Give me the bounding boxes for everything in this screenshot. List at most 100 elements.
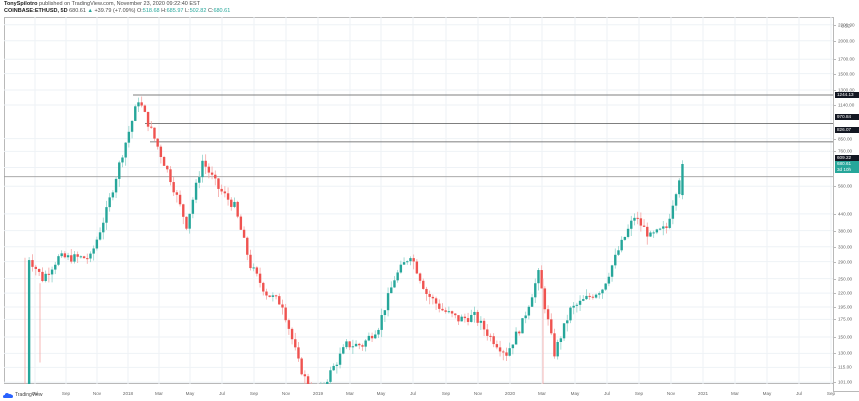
price-axis-tick xyxy=(834,261,836,263)
time-axis-label: 2018 xyxy=(122,391,134,396)
price-axis-label: 850.00 xyxy=(838,136,853,142)
close-value: 680.61 xyxy=(213,8,231,14)
tradingview-cloud-icon xyxy=(3,393,13,398)
symbol-line: COINBASE:ETHUSD, 5D 680.61 ▲ +39.79 (+7.… xyxy=(4,8,230,15)
time-axis-label: May xyxy=(570,391,580,396)
time-axis-label: May xyxy=(185,391,195,396)
price-axis-tick xyxy=(834,382,836,384)
price-axis-tick xyxy=(834,293,836,295)
time-axis-label: May xyxy=(376,391,386,396)
high-value: 685.97 xyxy=(166,8,184,14)
time-axis-label: Sep xyxy=(634,391,644,396)
author-name[interactable]: TonySpilotro xyxy=(4,1,38,7)
price-axis-label: 2300.00 xyxy=(838,22,855,28)
price-axis-tick xyxy=(834,40,836,42)
price-axis-label: 760.00 xyxy=(838,148,853,154)
time-axis-label: 2019 xyxy=(312,391,324,396)
price-axis-tick xyxy=(834,319,836,321)
price-axis-label: 1140.00 xyxy=(838,102,855,108)
time-axis-label: Nov xyxy=(281,391,291,396)
currency-label[interactable]: USD xyxy=(841,23,851,29)
time-axis-label: 2021 xyxy=(697,391,709,396)
open-value: 518.68 xyxy=(142,8,160,14)
price-axis[interactable]: 2300.00 2000.00 1700.00 1500.00 1300.00 1140.… xyxy=(833,17,859,385)
level-price-tag: 970.84 xyxy=(835,114,859,120)
time-axis-label: Sep xyxy=(441,391,451,396)
price-axis-tick xyxy=(834,246,836,248)
price-axis-label: 101.00 xyxy=(838,379,853,385)
time-axis-label: Mar xyxy=(346,391,354,396)
level-price-tag: 1244.13 xyxy=(835,92,859,98)
price-axis-label: 380.00 xyxy=(838,228,853,234)
price-axis-label: 330.00 xyxy=(838,244,853,250)
price-axis-tick xyxy=(834,89,836,91)
price-axis-tick xyxy=(834,336,836,338)
price-axis-tick xyxy=(834,213,836,215)
tradingview-logo-text: TradingView xyxy=(15,392,43,398)
price-axis-label: 290.00 xyxy=(838,259,853,265)
time-axis-label: Jul xyxy=(604,391,610,396)
price-axis-tick xyxy=(834,138,836,140)
candlestick-plot[interactable] xyxy=(4,17,833,384)
time-axis-label: Nov xyxy=(473,391,483,396)
price-change: +39.79 (+7.09%) xyxy=(94,8,136,14)
open-label: O: xyxy=(136,8,143,14)
level-price-tag: 826.07 xyxy=(835,127,859,133)
price-axis-label: 250.00 xyxy=(838,276,853,282)
time-axis-label: Jul xyxy=(796,391,802,396)
price-axis-tick xyxy=(834,278,836,280)
chart-header: TonySpilotro published on TradingView.co… xyxy=(4,1,230,15)
time-axis-label: Jul xyxy=(410,391,416,396)
price-axis-label: 1300.00 xyxy=(838,87,855,93)
time-axis-label: Jul xyxy=(219,391,225,396)
time-axis-label: Mar xyxy=(731,391,739,396)
close-label: C: xyxy=(207,8,214,14)
price-axis-label: 195.00 xyxy=(838,304,853,310)
price-axis-tick xyxy=(834,59,836,61)
price-axis-label: 220.00 xyxy=(838,290,853,296)
time-axis-label: Sep xyxy=(249,391,259,396)
price-axis-label: 130.00 xyxy=(838,350,853,356)
axis-corner xyxy=(833,384,859,392)
price-axis-label: 440.00 xyxy=(838,211,853,217)
time-axis-label: Mar xyxy=(538,391,546,396)
last-price-tag: 680.61 xyxy=(835,161,859,167)
time-axis-label: Nov xyxy=(666,391,676,396)
time-axis-label: Sep xyxy=(61,391,71,396)
time-axis-label: May xyxy=(762,391,772,396)
price-axis-tick xyxy=(834,151,836,153)
price-axis-label: 115.00 xyxy=(838,364,852,370)
time-axis-label: Nov xyxy=(92,391,102,396)
price-axis-tick xyxy=(834,367,836,369)
up-arrow-icon: ▲ xyxy=(87,8,93,14)
price-axis-tick xyxy=(834,24,836,26)
time-axis-label: Jul xyxy=(32,391,38,396)
price-axis-tick xyxy=(834,353,836,355)
level-price-tag: 609.22 xyxy=(835,155,859,161)
low-value: 502.82 xyxy=(189,8,207,14)
low-label: L: xyxy=(184,8,190,14)
price-axis-tick xyxy=(834,73,836,75)
time-axis-label: 2020 xyxy=(504,391,516,396)
publish-line: TonySpilotro published on TradingView.co… xyxy=(4,1,230,8)
time-axis-label: Sep xyxy=(826,391,836,396)
price-axis-tick xyxy=(834,186,836,188)
price-axis-label: 2000.00 xyxy=(838,38,855,44)
price-axis-tick xyxy=(834,104,836,106)
price-axis-label: 1700.00 xyxy=(838,56,855,62)
time-axis-label: Mar xyxy=(155,391,163,396)
high-label: H: xyxy=(161,8,167,14)
price-axis-tick xyxy=(834,230,836,232)
chart-pane[interactable] xyxy=(4,17,833,384)
last-price-tag: 3d 10h xyxy=(835,167,859,173)
price-axis-label: 150.00 xyxy=(838,334,853,340)
symbol-label: COINBASE:ETHUSD, 5D xyxy=(4,8,68,14)
publish-info: published on TradingView.com, November 2… xyxy=(39,1,201,7)
price-axis-label: 1500.00 xyxy=(838,71,855,77)
time-axis[interactable]: Jul Sep Nov 2018 Mar May Jul Sep Nov 2019 Mar May Ju… xyxy=(4,384,835,396)
price-axis-label: 175.00 xyxy=(838,316,853,322)
price-axis-tick xyxy=(834,306,836,308)
tradingview-logo[interactable]: TradingView xyxy=(3,392,43,398)
price-axis-label: 560.00 xyxy=(838,183,853,189)
last-price: 680.61 xyxy=(69,8,86,14)
